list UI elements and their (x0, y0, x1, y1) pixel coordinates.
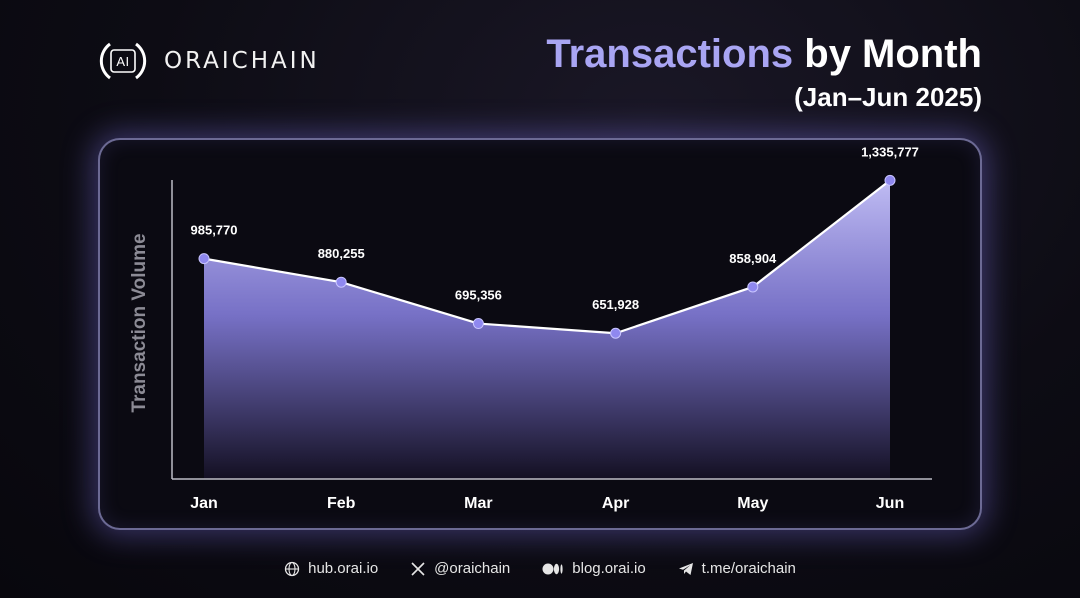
footer-link-x[interactable]: @oraichain (410, 560, 510, 577)
title-rest: by Month (793, 32, 982, 76)
footer-link-label: blog.orai.io (572, 560, 646, 577)
brand-logo: AI ORAICHAIN (98, 38, 320, 84)
ai-badge-icon: AI (98, 38, 148, 84)
chart-subtitle: (Jan–Jun 2025) (794, 82, 982, 112)
globe-icon (284, 561, 300, 576)
x-tick-label-apr: Apr (602, 495, 630, 512)
value-label-jan: 985,770 (191, 223, 238, 238)
value-label-apr: 651,928 (592, 297, 639, 312)
footer-link-label: t.me/oraichain (701, 560, 796, 577)
series-line (203, 179, 891, 335)
data-point-may (747, 281, 759, 293)
chart-title: Transactions by Month (546, 30, 982, 78)
area-fill (204, 180, 890, 479)
value-label-may: 858,904 (729, 251, 777, 266)
data-point-mar (472, 318, 484, 330)
data-point-jun (884, 174, 896, 186)
logo-badge-label: AI (116, 53, 130, 69)
footer-link-label: hub.orai.io (308, 560, 379, 577)
x-tick-label-may: May (737, 495, 768, 512)
x-tick-label-jan: Jan (190, 495, 218, 512)
value-label-feb: 880,255 (318, 246, 365, 261)
area-chart: 985,770 Jan 880,255 Feb 695,356 Mar 651,928 Apr… (129, 144, 932, 512)
footer-links: hub.orai.io @oraichain blog.orai.io t.me… (0, 560, 1080, 577)
medium-icon (542, 563, 563, 574)
value-label-jun: 1,335,777 (861, 144, 919, 159)
y-axis-label: Transaction Volume (129, 233, 150, 412)
brand-name: ORAICHAIN (164, 48, 320, 74)
data-point-apr (610, 327, 622, 339)
x-tick-label-mar: Mar (464, 495, 492, 512)
x-tick-label-jun: Jun (876, 495, 904, 512)
data-point-feb (335, 276, 347, 288)
title-accent: Transactions (546, 32, 794, 76)
footer-link-label: @oraichain (434, 560, 511, 577)
x-tick-label-feb: Feb (327, 495, 356, 512)
footer-link-blog[interactable]: blog.orai.io (542, 560, 646, 577)
footer-link-telegram[interactable]: t.me/oraichain (678, 560, 796, 577)
x-icon (411, 561, 425, 576)
data-point-jan (198, 253, 210, 265)
telegram-icon (678, 562, 693, 575)
value-label-mar: 695,356 (455, 288, 502, 303)
footer-link-hub[interactable]: hub.orai.io (284, 560, 378, 577)
